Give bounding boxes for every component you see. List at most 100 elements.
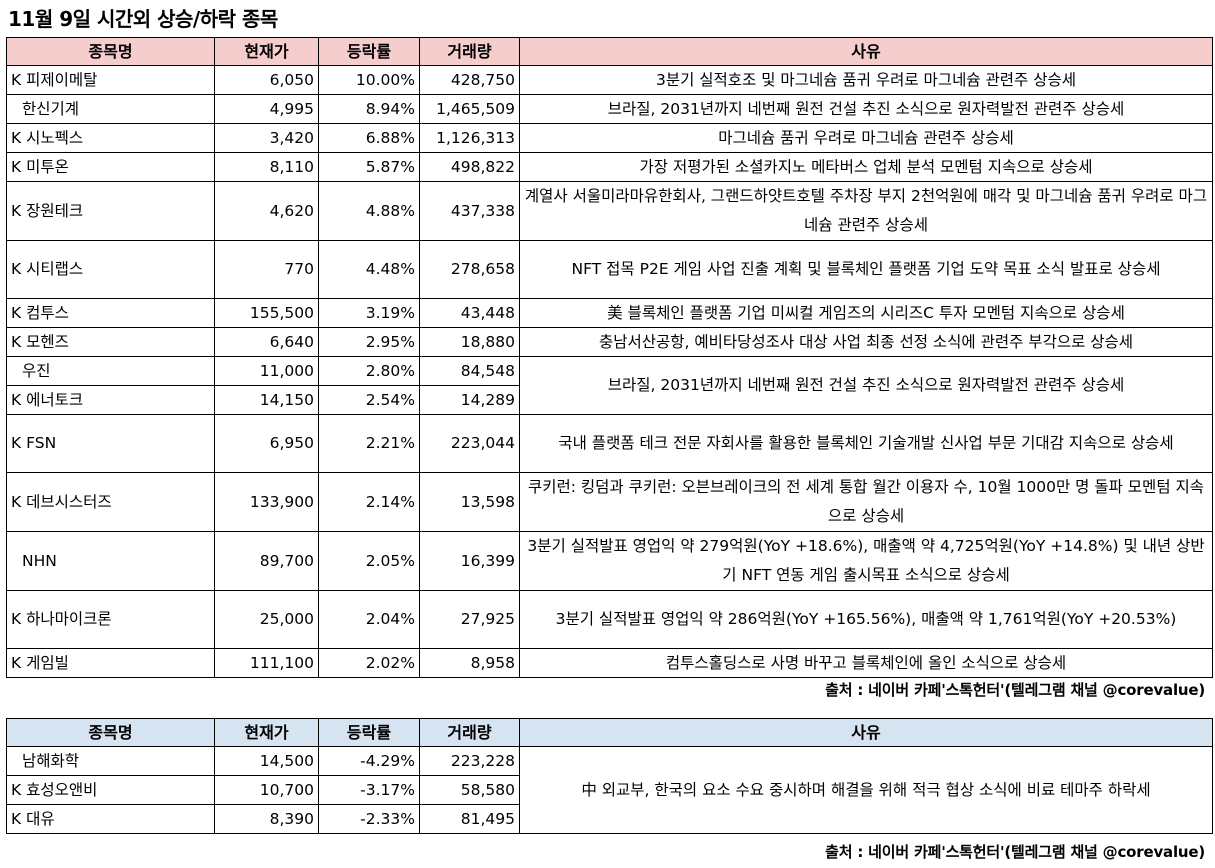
stock-name-cell: K 데브시스터즈 xyxy=(6,472,215,532)
change-cell: 2.21% xyxy=(318,414,420,473)
price-cell: 3,420 xyxy=(214,123,319,153)
price-cell: 14,150 xyxy=(214,385,319,415)
reason-cell: 브라질, 2031년까지 네번째 원전 건설 추진 소식으로 원자력발전 관련주… xyxy=(519,356,1213,415)
header-reason: 사유 xyxy=(519,37,1213,66)
market-code: K xyxy=(11,157,22,176)
stock-name: 효성오앤비 xyxy=(26,780,98,799)
volume-cell: 58,580 xyxy=(419,775,520,805)
change-cell: 4.48% xyxy=(318,240,420,299)
reason-cell: 브라질, 2031년까지 네번째 원전 건설 추진 소식으로 원자력발전 관련주… xyxy=(519,94,1213,124)
price-cell: 8,390 xyxy=(214,804,319,834)
stock-name-cell: K 미투온 xyxy=(6,152,215,182)
header-price: 현재가 xyxy=(214,718,319,747)
volume-cell: 1,126,313 xyxy=(419,123,520,153)
table-row: K 효성오앤비 10,700 -3.17% 58,580 xyxy=(6,775,1213,805)
source-credit: 출처 : 네이버 카페'스톡헌터'(텔레그램 채널 @corevalue) xyxy=(825,843,1205,861)
change-cell: -2.33% xyxy=(318,804,420,834)
price-cell: 8,110 xyxy=(214,152,319,182)
page-title: 11월 9일 시간외 상승/하락 종목 xyxy=(8,7,278,31)
stock-name-cell: K 효성오앤비 xyxy=(6,775,215,805)
stock-name: 데브시스터즈 xyxy=(26,492,112,511)
stock-name: 게임빌 xyxy=(26,653,69,672)
source-credit: 출처 : 네이버 카페'스톡헌터'(텔레그램 채널 @corevalue) xyxy=(825,681,1205,699)
stock-name-cell: NHN xyxy=(6,531,215,591)
volume-cell: 223,228 xyxy=(419,746,520,776)
stock-name: 장원테크 xyxy=(26,201,84,220)
price-cell: 4,620 xyxy=(214,181,319,241)
market-code: K xyxy=(11,492,22,511)
change-cell: 8.94% xyxy=(318,94,420,124)
change-cell: 2.14% xyxy=(318,472,420,532)
market-code: K xyxy=(11,201,22,220)
price-cell: 25,000 xyxy=(214,590,319,649)
change-cell: 3.19% xyxy=(318,298,420,328)
stock-name: 모헨즈 xyxy=(26,332,69,351)
market-code: K xyxy=(11,780,22,799)
volume-cell: 223,044 xyxy=(419,414,520,473)
header-volume: 거래량 xyxy=(419,718,520,747)
reason-cell: 계열사 서울미라마유한회사, 그랜드하얏트호텔 주차장 부지 2천억원에 매각 … xyxy=(519,181,1213,241)
price-cell: 111,100 xyxy=(214,648,319,678)
change-cell: 2.02% xyxy=(318,648,420,678)
stock-name-cell: K 시티랩스 xyxy=(6,240,215,299)
stock-name-cell: K 게임빌 xyxy=(6,648,215,678)
table-row: K 피제이메탈 6,050 10.00% 428,750 3분기 실적호조 및 … xyxy=(6,65,1213,95)
volume-cell: 8,958 xyxy=(419,648,520,678)
volume-cell: 1,465,509 xyxy=(419,94,520,124)
change-cell: 2.05% xyxy=(318,531,420,591)
reason-cell: 충남서산공항, 예비타당성조사 대상 사업 최종 선정 소식에 관련주 부각으로… xyxy=(519,327,1213,357)
header-change: 등락률 xyxy=(318,718,420,747)
stock-name-cell: K FSN xyxy=(6,414,215,473)
change-cell: 4.88% xyxy=(318,181,420,241)
price-cell: 6,640 xyxy=(214,327,319,357)
market-code: K xyxy=(11,390,22,409)
change-cell: -3.17% xyxy=(318,775,420,805)
change-cell: 2.04% xyxy=(318,590,420,649)
reason-cell: NFT 접목 P2E 게임 사업 진출 계획 및 블록체인 플랫폼 기업 도약 … xyxy=(519,240,1213,299)
table-header-row: 종목명 현재가 등락률 거래량 사유 xyxy=(6,718,1213,747)
volume-cell: 498,822 xyxy=(419,152,520,182)
stock-name-cell: K 장원테크 xyxy=(6,181,215,241)
change-cell: 5.87% xyxy=(318,152,420,182)
reason-cell: 마그네슘 품귀 우려로 마그네슘 관련주 상승세 xyxy=(519,123,1213,153)
stock-name: 남해화학 xyxy=(22,751,80,770)
reason-cell: 美 블록체인 플랫폼 기업 미씨컬 게임즈의 시리즈C 투자 모멘텀 지속으로 … xyxy=(519,298,1213,328)
header-price: 현재가 xyxy=(214,37,319,66)
volume-cell: 84,548 xyxy=(419,356,520,386)
reason-cell: 3분기 실적발표 영업익 약 286억원(YoY +165.56%), 매출액 … xyxy=(519,590,1213,649)
stock-name: 시노펙스 xyxy=(26,128,84,147)
table-header-row: 종목명 현재가 등락률 거래량 사유 xyxy=(6,37,1213,66)
table-row: 남해화학 14,500 -4.29% 223,228 中 외교부, 한국의 요소… xyxy=(6,746,1213,834)
rise-stock-table: 종목명 현재가 등락률 거래량 사유 K 피제이메탈 6,050 10.00% … xyxy=(6,37,1213,678)
header-reason: 사유 xyxy=(519,718,1213,747)
table-row: K 대유 8,390 -2.33% 81,495 xyxy=(6,804,1213,834)
table-row: NHN 89,700 2.05% 16,399 3분기 실적발표 영업익 약 2… xyxy=(6,531,1213,591)
stock-name-cell: K 하나마이크론 xyxy=(6,590,215,649)
table-row: K 컴투스 155,500 3.19% 43,448 美 블록체인 플랫폼 기업… xyxy=(6,298,1213,328)
price-cell: 770 xyxy=(214,240,319,299)
reason-cell: 가장 저평가된 소셜카지노 메타버스 업체 분석 모멘텀 지속으로 상승세 xyxy=(519,152,1213,182)
stock-name-cell: 우진 xyxy=(6,356,215,386)
fall-stock-table: 종목명 현재가 등락률 거래량 사유 남해화학 14,500 -4.29% 22… xyxy=(6,718,1213,834)
volume-cell: 81,495 xyxy=(419,804,520,834)
price-cell: 14,500 xyxy=(214,746,319,776)
table-row: 한신기계 4,995 8.94% 1,465,509 브라질, 2031년까지 … xyxy=(6,94,1213,124)
stock-name: 피제이메탈 xyxy=(26,70,98,89)
stock-name-cell: 남해화학 xyxy=(6,746,215,776)
stock-name: FSN xyxy=(26,434,57,452)
change-cell: 10.00% xyxy=(318,65,420,95)
reason-cell: 쿠키런: 킹덤과 쿠키런: 오븐브레이크의 전 세계 통합 월간 이용자 수, … xyxy=(519,472,1213,532)
stock-name: 우진 xyxy=(22,361,51,380)
price-cell: 133,900 xyxy=(214,472,319,532)
stock-name: 대유 xyxy=(26,809,55,828)
volume-cell: 437,338 xyxy=(419,181,520,241)
stock-name: 시티랩스 xyxy=(26,260,84,278)
stock-name-cell: K 에너토크 xyxy=(6,385,215,415)
market-code: K xyxy=(11,332,22,351)
price-cell: 155,500 xyxy=(214,298,319,328)
table-row: K 하나마이크론 25,000 2.04% 27,925 3분기 실적발표 영업… xyxy=(6,590,1213,649)
change-cell: 2.95% xyxy=(318,327,420,357)
volume-cell: 14,289 xyxy=(419,385,520,415)
table-row: 우진 11,000 2.80% 84,548 브라질, 2031년까지 네번째 … xyxy=(6,356,1213,415)
market-code: K xyxy=(11,610,22,628)
